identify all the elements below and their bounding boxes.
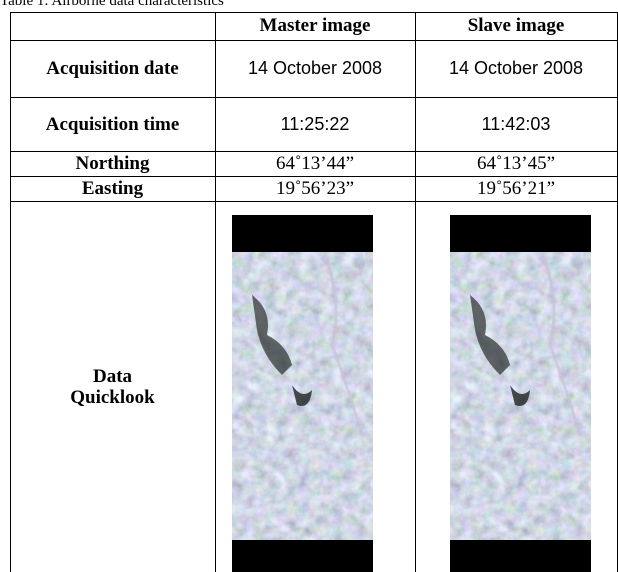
quicklook-image — [232, 215, 373, 572]
quicklook-image — [450, 215, 591, 572]
cell: 19˚56’23” — [215, 176, 415, 201]
table-border — [10, 12, 11, 572]
cell: 64˚13’45” — [415, 151, 617, 176]
table-caption: Table 1: Airborne data characteristics — [0, 0, 224, 10]
cell: 11:42:03 — [415, 97, 617, 151]
row-label: Acquisition time — [40, 97, 185, 151]
column-header: Master image — [215, 12, 415, 40]
page: {"caption": "Table 1: Airborne data char… — [0, 0, 618, 572]
cell: 19˚56’21” — [415, 176, 617, 201]
cell: 64˚13’44” — [215, 151, 415, 176]
row-label: Northing — [10, 151, 215, 176]
cell: 14 October 2008 — [215, 40, 415, 97]
column-header: Slave image — [415, 12, 617, 40]
cell: 14 October 2008 — [415, 40, 617, 97]
row-label: Easting — [10, 176, 215, 201]
row-label: Data Quicklook — [55, 201, 170, 572]
cell: 11:25:22 — [215, 97, 415, 151]
row-label: Acquisition date — [40, 40, 185, 97]
